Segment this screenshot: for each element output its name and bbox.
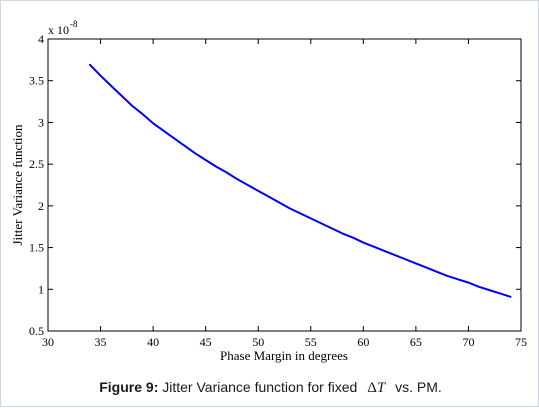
y-tick-label: 0.5	[29, 324, 44, 338]
y-tick-label: 1	[38, 282, 44, 296]
y-axis-title: Jitter Variance function	[10, 124, 25, 246]
exponent-power-label: -8	[70, 19, 78, 29]
plot-area	[47, 38, 522, 332]
x-tick-label: 75	[515, 335, 527, 349]
delta-t-symbol: ΔT	[367, 380, 385, 396]
y-tick-label: 2	[38, 199, 44, 213]
x-tick-label: 35	[95, 335, 107, 349]
delta-symbol: Δ	[367, 380, 377, 396]
x-tick-label: 60	[357, 335, 369, 349]
y-tick-label: 3	[38, 115, 44, 129]
x-tick-label: 50	[252, 335, 264, 349]
y-tick-label: 2.5	[29, 157, 44, 171]
figure-number: Figure 9:	[99, 379, 159, 395]
x-axis-title: Phase Margin in degrees	[220, 348, 348, 363]
x-tick-label: 40	[147, 335, 159, 349]
caption-text-after: vs. PM.	[395, 379, 442, 395]
exponent-base-label: x 10	[48, 23, 69, 37]
y-tick-label: 4	[38, 32, 44, 46]
x-tick-label: 70	[462, 335, 474, 349]
ticks-layer: 30 35 40 45 50 55 60 65 70 75 0.5 1 1.5 2 2.5 3 3.5 4	[29, 32, 527, 349]
series-line	[89, 63, 512, 298]
y-tick-label: 1.5	[29, 241, 44, 255]
x-tick-label: 65	[410, 335, 422, 349]
figure-caption: Figure 9: Jitter Variance function for f…	[1, 379, 539, 397]
caption-text-before: Jitter Variance function for fixed	[162, 379, 358, 395]
delta-variable: T	[376, 380, 386, 396]
x-tick-label: 55	[305, 335, 317, 349]
x-tick-label: 45	[200, 335, 212, 349]
x-tick-label: 30	[42, 335, 54, 349]
y-tick-label: 3.5	[29, 74, 44, 88]
series-layer	[89, 63, 512, 298]
